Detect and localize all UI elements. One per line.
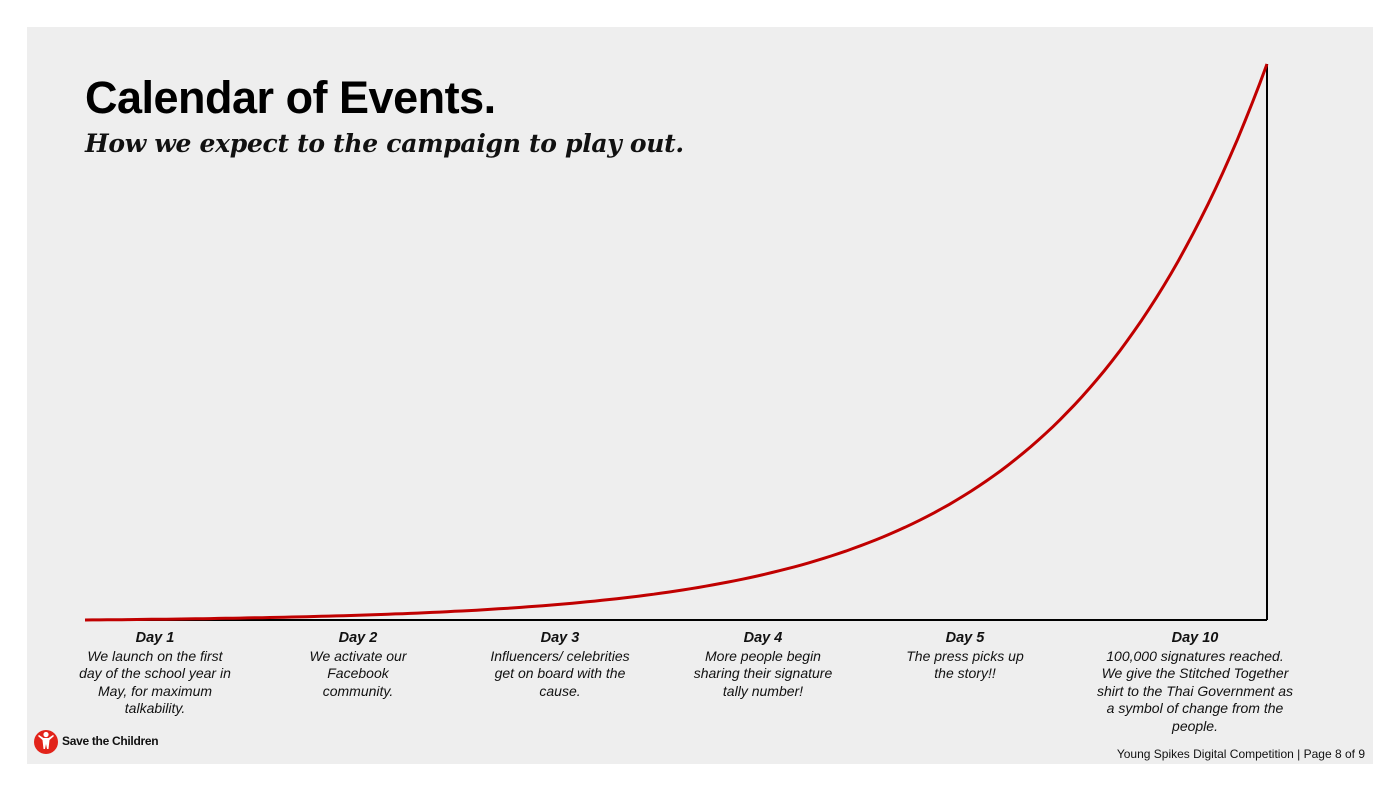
day-label: Day 5 — [945, 630, 985, 646]
day-description: 100,000 signatures reached. We give the … — [1096, 647, 1294, 734]
day-label: Day 1 — [135, 630, 175, 646]
slide: Calendar of Events. How we expect to the… — [27, 27, 1373, 764]
day-label: Day 4 — [743, 630, 783, 646]
day-description: The press picks up the story!! — [906, 647, 1024, 682]
timeline-day-10: Day 10 100,000 signatures reached. We gi… — [1090, 630, 1300, 735]
footer-page-info: Young Spikes Digital Competition | Page … — [1116, 747, 1365, 761]
day-description: More people begin sharing their signatur… — [693, 647, 833, 699]
timeline-day-3: Day 3 Influencers/ celebrities get on bo… — [470, 630, 650, 700]
timeline-day-1: Day 1 We launch on the first day of the … — [65, 630, 245, 718]
timeline-day-5: Day 5 The press picks up the story!! — [875, 630, 1055, 683]
page-title: Calendar of Events. — [85, 72, 496, 123]
day-label: Day 10 — [1171, 630, 1219, 646]
day-label: Day 2 — [338, 630, 378, 646]
save-the-children-emblem-icon — [34, 730, 58, 754]
day-description: Influencers/ celebrities get on board wi… — [490, 647, 630, 699]
day-label: Day 3 — [540, 630, 580, 646]
day-description: We launch on the first day of the school… — [79, 647, 231, 717]
day-description: We activate our Facebook community. — [309, 647, 407, 699]
logo-text: Save the Children — [62, 734, 159, 748]
timeline-day-2: Day 2 We activate our Facebook community… — [268, 630, 448, 700]
save-the-children-logo: Save the Children — [33, 728, 159, 754]
growth-chart — [84, 63, 1269, 622]
page-subtitle: How we expect to the campaign to play ou… — [85, 129, 684, 158]
timeline-day-4: Day 4 More people begin sharing their si… — [673, 630, 853, 700]
growth-curve — [84, 63, 1269, 622]
